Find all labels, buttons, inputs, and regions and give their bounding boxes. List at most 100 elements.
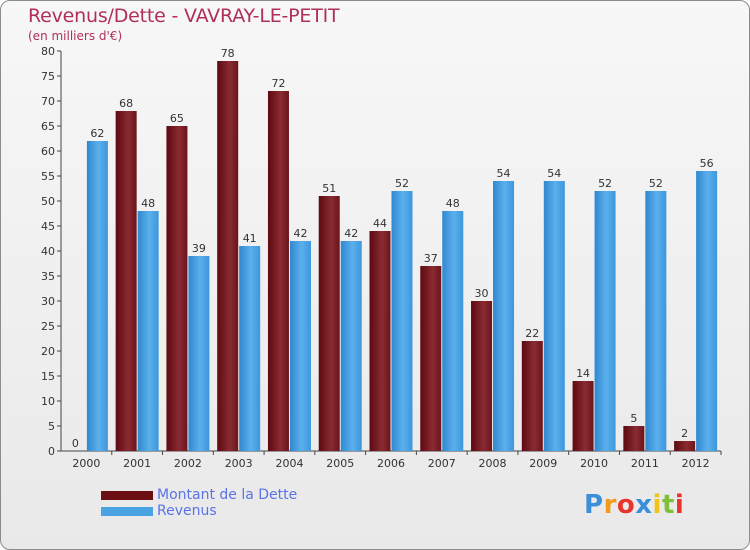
revenue-bar: [645, 191, 667, 451]
legend: Montant de la Dette Revenus: [101, 487, 297, 519]
y-tick-label: 40: [41, 245, 55, 258]
debt-bar: [420, 266, 442, 451]
y-tick-label: 70: [41, 95, 55, 108]
data-label: 51: [322, 182, 336, 195]
data-label: 42: [344, 227, 358, 240]
debt-bar: [217, 61, 239, 451]
debt-bar: [572, 381, 594, 451]
x-tick-label: 2010: [580, 457, 608, 470]
data-label: 30: [475, 287, 489, 300]
revenue-bar: [493, 181, 515, 451]
revenue-bar: [543, 181, 565, 451]
logo-letter: o: [616, 490, 636, 520]
revenue-bar: [188, 256, 210, 451]
data-label: 78: [221, 47, 235, 60]
logo-letter: P: [584, 490, 604, 520]
data-label: 52: [649, 177, 663, 190]
y-tick-label: 10: [41, 395, 55, 408]
debt-bar: [166, 126, 188, 451]
debt-bar: [674, 441, 696, 451]
data-label: 37: [424, 252, 438, 265]
data-label: 62: [90, 127, 104, 140]
x-tick-label: 2001: [123, 457, 151, 470]
legend-swatch-revenue: [101, 506, 153, 516]
y-tick-label: 0: [48, 445, 55, 458]
data-label: 52: [395, 177, 409, 190]
y-tick-label: 35: [41, 270, 55, 283]
data-label: 39: [192, 242, 206, 255]
legend-label-debt: Montant de la Dette: [157, 487, 298, 503]
y-tick-label: 15: [41, 370, 55, 383]
proxiti-logo: Proxiti: [584, 490, 684, 520]
revenue-bar: [391, 191, 413, 451]
data-label: 5: [630, 412, 637, 425]
logo-letter: r: [603, 490, 617, 520]
y-tick-label: 25: [41, 320, 55, 333]
data-label: 0: [72, 437, 79, 450]
data-label: 56: [700, 157, 714, 170]
data-labels: 0626848653978417242514244523748305422541…: [72, 47, 714, 450]
legend-swatch-debt: [101, 490, 153, 500]
x-tick-label: 2011: [631, 457, 659, 470]
revenue-bar: [137, 211, 159, 451]
data-label: 65: [170, 112, 184, 125]
y-tick-label: 75: [41, 70, 55, 83]
logo-letter: i: [652, 490, 662, 520]
data-label: 48: [446, 197, 460, 210]
legend-item-debt: Montant de la Dette: [101, 487, 297, 503]
x-tick-label: 2004: [275, 457, 303, 470]
debt-bar: [318, 196, 340, 451]
y-tick-label: 45: [41, 220, 55, 233]
legend-label-revenue: Revenus: [157, 503, 217, 519]
x-tick-label: 2003: [225, 457, 253, 470]
revenue-bar: [289, 241, 311, 451]
data-label: 14: [576, 367, 590, 380]
data-label: 48: [141, 197, 155, 210]
logo-letter: i: [674, 490, 685, 520]
y-tick-label: 65: [41, 120, 55, 133]
data-label: 22: [525, 327, 539, 340]
debt-bar: [369, 231, 391, 451]
logo-letter: x: [635, 490, 653, 520]
x-tick-label: 2006: [377, 457, 405, 470]
chart-subtitle: (en milliers d'€): [28, 29, 123, 43]
revenue-bar: [86, 141, 108, 451]
x-tick-label: 2000: [72, 457, 100, 470]
x-tick-label: 2002: [174, 457, 202, 470]
data-label: 54: [497, 167, 511, 180]
bars: [86, 61, 718, 451]
y-tick-label: 80: [41, 45, 55, 58]
debt-bar: [623, 426, 645, 451]
data-label: 42: [293, 227, 307, 240]
data-label: 72: [271, 77, 285, 90]
y-tick-label: 5: [48, 420, 55, 433]
debt-bar: [521, 341, 543, 451]
x-tick-label: 2008: [479, 457, 507, 470]
chart-title: Revenus/Dette - VAVRAY-LE-PETIT: [28, 5, 340, 27]
data-label: 52: [598, 177, 612, 190]
x-tick-label: 2005: [326, 457, 354, 470]
y-tick-label: 55: [41, 170, 55, 183]
data-label: 54: [547, 167, 561, 180]
data-label: 41: [243, 232, 257, 245]
y-tick-label: 20: [41, 345, 55, 358]
revenue-bar: [340, 241, 362, 451]
data-label: 2: [681, 427, 688, 440]
debt-bar: [267, 91, 289, 451]
y-tick-label: 30: [41, 295, 55, 308]
legend-item-revenue: Revenus: [101, 503, 297, 519]
revenue-bar: [696, 171, 718, 451]
data-label: 44: [373, 217, 387, 230]
logo-letter: t: [661, 490, 675, 520]
x-tick-label: 2012: [682, 457, 710, 470]
revenue-bar: [594, 191, 616, 451]
x-tick-label: 2007: [428, 457, 456, 470]
revenue-bar: [442, 211, 464, 451]
y-tick-label: 60: [41, 145, 55, 158]
debt-bar: [115, 111, 137, 451]
revenue-bar: [239, 246, 261, 451]
data-label: 68: [119, 97, 133, 110]
debt-bar: [471, 301, 493, 451]
